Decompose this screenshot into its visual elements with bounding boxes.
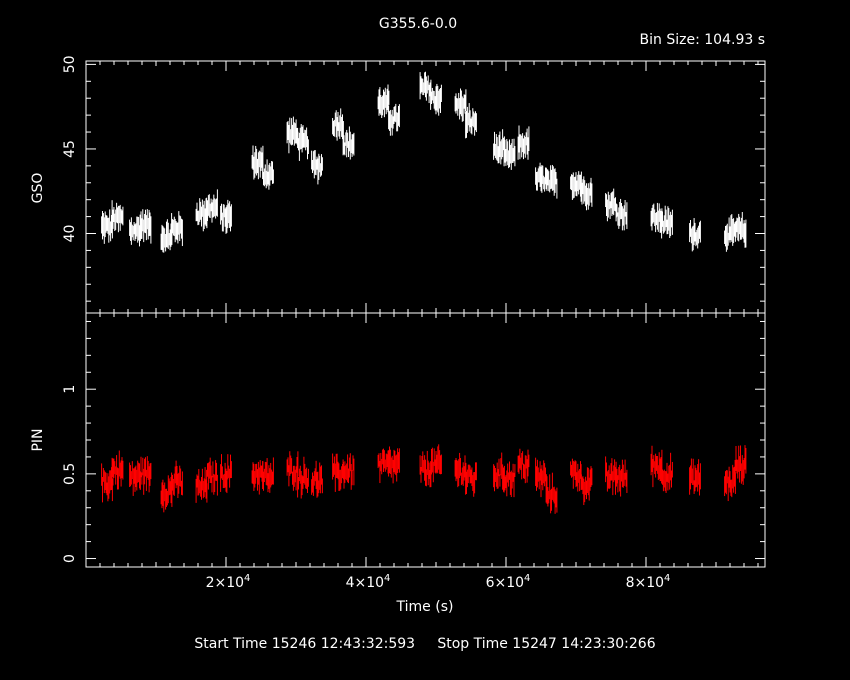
gso-data-point [111, 200, 124, 233]
pin-data-point [570, 458, 582, 492]
pin-y-tick-label: 0.5 [62, 463, 78, 485]
pin-data-point [454, 452, 467, 488]
gso-data-point [220, 199, 232, 234]
gso-data-point [615, 198, 628, 231]
pin-data-point [195, 467, 208, 503]
pin-y-tick-label: 1 [62, 385, 78, 394]
pin-data-point [689, 458, 701, 496]
pin-data-point [297, 456, 309, 499]
bin-size-label: Bin Size: 104.93 s [640, 32, 765, 48]
gso-data-point [206, 189, 218, 224]
gso-data-point [517, 125, 530, 160]
gso-y-tick-label: 40 [62, 225, 78, 243]
pin-data-point [220, 454, 232, 494]
pin-data-point [545, 472, 558, 514]
pin-frame [85, 312, 766, 568]
pin-data-point [419, 450, 432, 488]
pin-data-point [171, 460, 183, 499]
gso-data-point [545, 164, 558, 199]
pin-data-point [650, 445, 663, 488]
gso-data-point [388, 103, 400, 136]
gso-data-point [160, 219, 173, 253]
pin-data-point [101, 463, 113, 503]
chart-title: G355.6-0.0 [379, 16, 457, 32]
x-tick-label: 8×104 [626, 573, 671, 591]
start-time: Start Time 15246 12:43:32:593 [194, 636, 416, 652]
gso-data-point [101, 209, 113, 244]
gso-data-point [661, 205, 673, 239]
stop-time: Stop Time 15247 14:23:30:266 [437, 636, 656, 652]
pin-data-point [465, 462, 477, 497]
gso-data-point [139, 209, 152, 244]
gso-data-point [503, 138, 516, 170]
gso-axis-label: GSO [30, 173, 46, 204]
gso-data-point [465, 103, 477, 139]
gso-data-point [605, 188, 617, 222]
gso-data-point [262, 159, 274, 190]
gso-data-point [493, 129, 505, 165]
gso-data-point [570, 171, 582, 200]
gso-data-point [430, 83, 442, 116]
pin-data-point [139, 456, 152, 495]
pin-data-point [517, 448, 530, 484]
gso-data-point [297, 124, 309, 161]
gso-data-point [129, 216, 141, 247]
pin-data-point [332, 453, 344, 492]
gso-data-point [377, 84, 390, 119]
pin-panel: 0 0.5 1 2×104 4×104 6×104 8×104 [62, 312, 766, 591]
gso-data-point [332, 108, 344, 141]
pin-data-point [262, 457, 274, 493]
gso-y-tick-label: 45 [62, 140, 78, 158]
pin-data-point [251, 460, 264, 495]
gso-data-point [171, 211, 183, 247]
gso-data-point [195, 198, 208, 232]
pin-data-point [160, 475, 173, 513]
pin-data-point [661, 452, 673, 494]
pin-data-point [129, 460, 141, 496]
gso-data-point [535, 162, 547, 193]
pin-data-point [724, 464, 736, 502]
gso-data-point [734, 212, 747, 248]
x-tick-label: 6×104 [486, 573, 531, 591]
x-tick-label: 4×104 [346, 573, 391, 591]
gso-y-tick-label: 50 [62, 55, 78, 73]
gso-data-point [689, 218, 701, 252]
x-axis-label: Time (s) [396, 599, 454, 615]
pin-data-point [286, 451, 299, 491]
gso-data-point [580, 176, 593, 211]
pin-data-point [493, 452, 505, 492]
pin-data-point [605, 456, 617, 496]
time-range-footer: Start Time 15246 12:43:32:593 Stop Time … [0, 636, 850, 652]
gso-data-point [454, 88, 467, 122]
pin-data-point [206, 457, 218, 497]
gso-data-point [286, 116, 299, 154]
pin-data-point [342, 453, 355, 490]
gso-frame [85, 60, 766, 314]
pin-data-point [377, 448, 390, 484]
gso-data-point [311, 150, 323, 185]
gso-panel: 40 45 50 [62, 55, 766, 314]
pin-data-point [615, 459, 628, 497]
pin-data-point [580, 464, 593, 506]
gso-data-point [650, 202, 663, 233]
gso-data-point [419, 71, 432, 104]
pin-data-point [734, 445, 747, 485]
pin-data-point [535, 457, 547, 498]
pin-data-point [503, 461, 516, 498]
pin-axis-label: PIN [30, 428, 46, 451]
gso-data-point [251, 145, 264, 180]
pin-data-point [111, 450, 124, 490]
gso-data-point [724, 214, 736, 252]
x-tick-label: 2×104 [206, 573, 251, 591]
pin-data-point [430, 444, 442, 483]
pin-data-point [388, 446, 400, 484]
pin-y-tick-label: 0 [62, 554, 78, 563]
pin-data-point [311, 460, 323, 498]
gso-data-point [342, 126, 355, 160]
